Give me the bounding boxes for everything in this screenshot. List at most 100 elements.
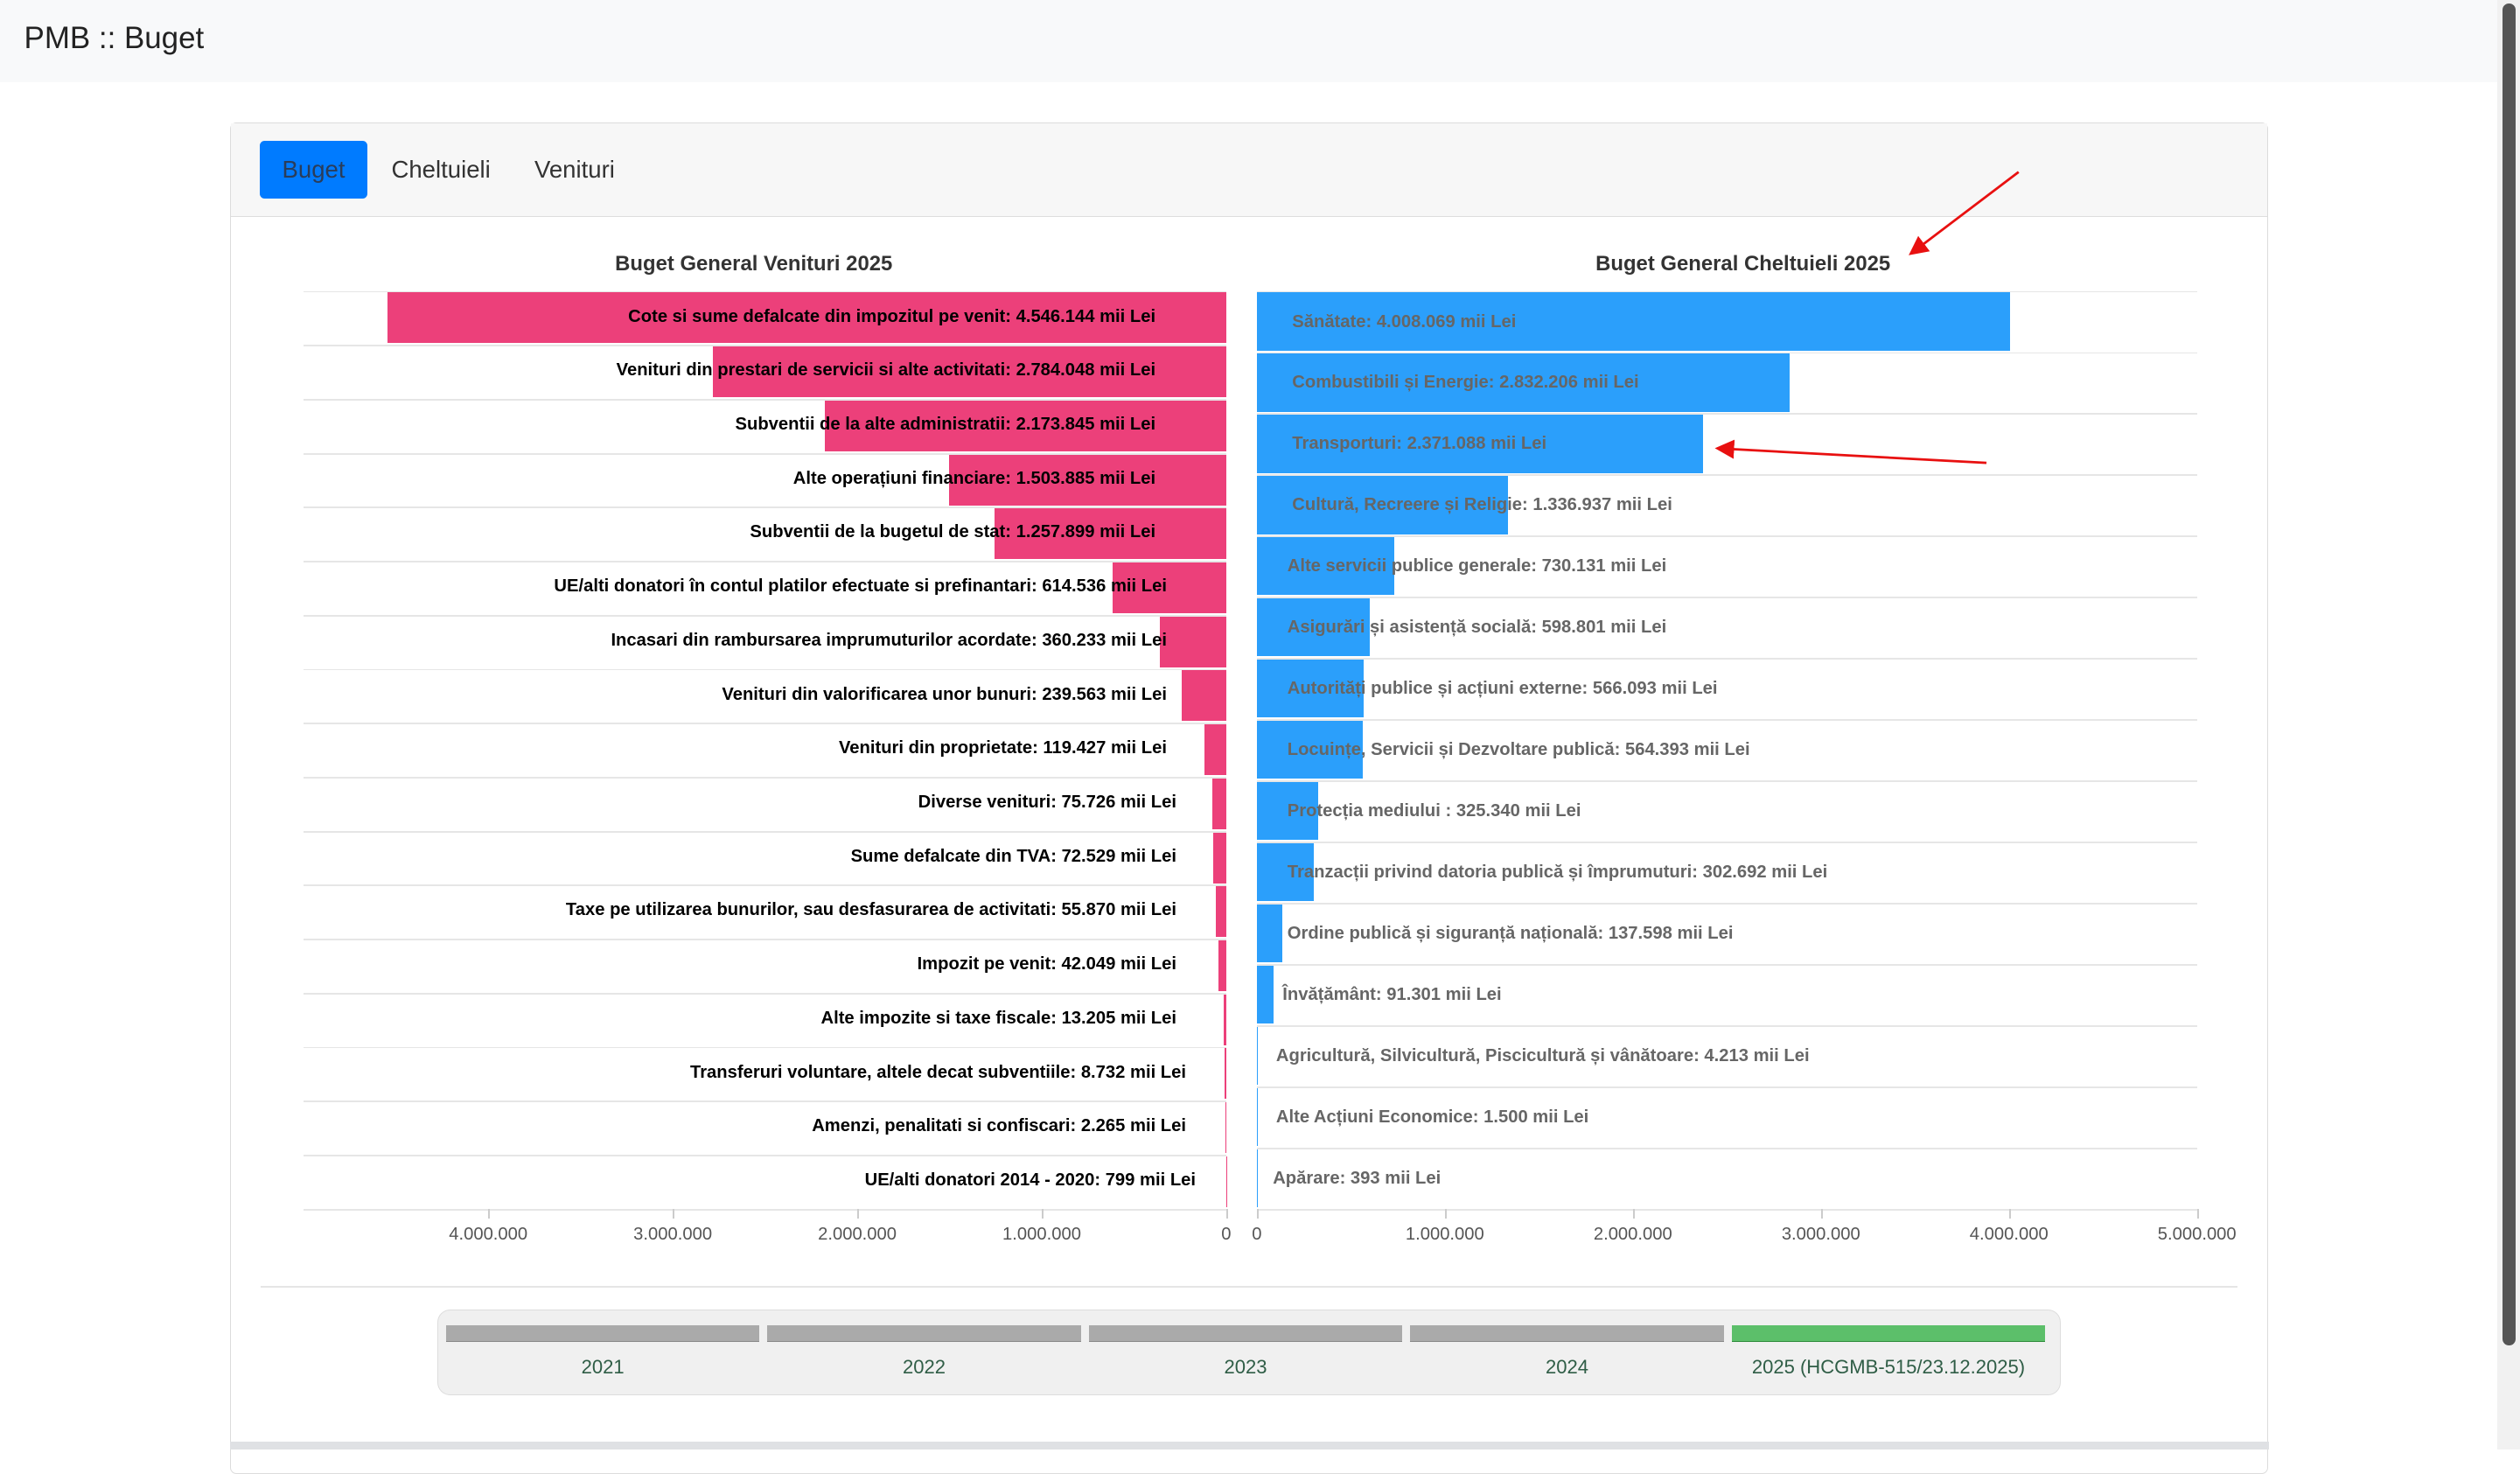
expense-bar-label: Alte servicii publice generale: 730.131 …	[1288, 556, 1666, 576]
gridline	[1257, 535, 2197, 537]
app-title[interactable]: PMB :: Buget	[24, 21, 205, 56]
gridline	[304, 1209, 1226, 1211]
revenue-bar[interactable]	[1204, 724, 1226, 775]
scrollbar-thumb[interactable]	[2503, 3, 2516, 1345]
card-footer	[230, 1442, 2270, 1450]
revenue-bar[interactable]	[1182, 670, 1226, 721]
expense-bar-label: Tranzacții privind datoria publică și îm…	[1288, 863, 1827, 883]
expense-x-tick-label: 2.000.000	[1594, 1225, 1672, 1245]
tab-venituri[interactable]: Venituri	[512, 141, 637, 199]
gridline	[304, 723, 1226, 724]
expense-bar-label: Cultură, Recreere și Religie: 1.336.937 …	[1292, 495, 1672, 515]
gridline	[304, 993, 1226, 995]
expense-bar[interactable]	[1257, 1149, 1258, 1207]
tab-cheltuieli[interactable]: Cheltuieli	[369, 141, 513, 199]
revenue-bar[interactable]	[1216, 886, 1226, 937]
timeline-segment-2022[interactable]	[767, 1325, 1080, 1342]
gridline	[1257, 842, 2197, 843]
x-tick-mark	[1445, 1209, 1447, 1219]
gridline	[304, 884, 1226, 886]
x-tick-mark	[1633, 1209, 1635, 1219]
revenue-x-tick-label: 4.000.000	[449, 1225, 527, 1245]
expense-bar[interactable]	[1257, 1027, 1258, 1085]
expense-x-tick-label: 0	[1252, 1225, 1261, 1245]
revenue-x-tick-label: 3.000.000	[633, 1225, 712, 1245]
revenue-bar-label: Diverse venituri: 75.726 mii Lei	[918, 793, 1176, 813]
revenue-chart-title: Buget General Venituri 2025	[304, 252, 1204, 276]
expense-bar[interactable]	[1257, 1088, 1258, 1146]
x-tick-mark	[488, 1209, 490, 1219]
timeline-label-2025[interactable]: 2025 (HCGMB-515/23.12.2025)	[1732, 1356, 2045, 1379]
gridline	[304, 669, 1226, 671]
revenue-x-tick-label: 0	[1221, 1225, 1231, 1245]
revenue-bar-label: Taxe pe utilizarea bunurilor, sau desfas…	[566, 900, 1176, 920]
revenue-bar-label: Sume defalcate din TVA: 72.529 mii Lei	[851, 847, 1176, 867]
expense-bar-label: Sănătate: 4.008.069 mii Lei	[1292, 312, 1516, 332]
expense-x-tick-label: 5.000.000	[2158, 1225, 2237, 1245]
expense-bar-label: Asigurări și asistență socială: 598.801 …	[1288, 618, 1666, 638]
revenue-bar-label: UE/alti donatori 2014 - 2020: 799 mii Le…	[865, 1170, 1196, 1191]
expense-chart-title: Buget General Cheltuieli 2025	[1257, 252, 2230, 276]
timeline-segment-2024[interactable]	[1410, 1325, 1723, 1342]
x-tick-mark	[2197, 1209, 2199, 1219]
revenue-bar-label: Transferuri voluntare, altele decat subv…	[690, 1063, 1186, 1083]
timeline-label-2023[interactable]: 2023	[1089, 1356, 1402, 1379]
expense-bar[interactable]	[1257, 905, 1283, 962]
gridline	[304, 777, 1226, 779]
expense-bar-label: Agricultură, Silvicultură, Piscicultură …	[1276, 1046, 1810, 1066]
expense-x-tick-label: 4.000.000	[1970, 1225, 2049, 1245]
revenue-bar-label: Alte impozite si taxe fiscale: 13.205 mi…	[820, 1009, 1176, 1029]
scrollbar[interactable]	[2497, 0, 2520, 1450]
divider	[261, 1286, 2237, 1288]
gridline	[1257, 597, 2197, 598]
revenue-bar[interactable]	[1212, 779, 1226, 829]
x-tick-mark	[1257, 1209, 1259, 1219]
revenue-bar-label: Venituri din proprietate: 119.427 mii Le…	[839, 738, 1167, 758]
revenue-bar[interactable]	[1213, 833, 1226, 884]
gridline	[304, 561, 1226, 562]
expense-bar-label: Locuințe, Servicii și Dezvoltare publică…	[1288, 740, 1750, 760]
gridline	[1257, 1086, 2197, 1088]
expense-bar-label: Ordine publică și siguranță națională: 1…	[1288, 924, 1734, 944]
revenue-bar-label: Venituri din prestari de servicii si alt…	[617, 360, 1155, 381]
revenue-bar[interactable]	[1218, 940, 1226, 991]
expense-bar[interactable]	[1257, 966, 1274, 1023]
expense-bar-label: Apărare: 393 mii Lei	[1273, 1169, 1441, 1189]
x-tick-mark	[2009, 1209, 2011, 1219]
revenue-bar[interactable]	[1224, 995, 1226, 1045]
timeline-segment-2021[interactable]	[446, 1325, 759, 1342]
x-tick-mark	[1042, 1209, 1044, 1219]
timeline-label-2024[interactable]: 2024	[1410, 1356, 1723, 1379]
gridline	[304, 1155, 1226, 1156]
revenue-x-tick-label: 2.000.000	[818, 1225, 897, 1245]
gridline	[1257, 658, 2197, 660]
revenue-bar-label: Cote si sume defalcate din impozitul pe …	[628, 307, 1155, 327]
x-tick-mark	[673, 1209, 674, 1219]
revenue-bar-label: Amenzi, penalitati si confiscari: 2.265 …	[812, 1116, 1186, 1136]
revenue-bar-label: Incasari din rambursarea imprumuturilor …	[611, 631, 1167, 651]
expense-bar-label: Transporturi: 2.371.088 mii Lei	[1292, 434, 1546, 454]
gridline	[1257, 780, 2197, 782]
gridline	[1257, 1025, 2197, 1027]
revenue-bar-label: Subventii de la bugetul de stat: 1.257.8…	[750, 522, 1155, 542]
gridline	[304, 1100, 1226, 1102]
timeline-segment-2023[interactable]	[1089, 1325, 1402, 1342]
expense-bar-label: Alte Acțiuni Economice: 1.500 mii Lei	[1276, 1107, 1588, 1128]
expense-bar-label: Autorități publice și acțiuni externe: 5…	[1288, 679, 1718, 699]
x-tick-mark	[857, 1209, 859, 1219]
x-tick-mark	[1226, 1209, 1228, 1219]
expense-bar-label: Învățământ: 91.301 mii Lei	[1282, 985, 1501, 1005]
revenue-bar[interactable]	[1160, 617, 1226, 667]
gridline	[304, 615, 1226, 617]
revenue-bar[interactable]	[1225, 1048, 1226, 1099]
timeline-segment-2025[interactable]	[1732, 1325, 2045, 1342]
tab-buget[interactable]: Buget	[260, 141, 367, 199]
expense-x-tick-label: 1.000.000	[1406, 1225, 1484, 1245]
x-tick-mark	[1821, 1209, 1823, 1219]
timeline-label-2022[interactable]: 2022	[767, 1356, 1080, 1379]
revenue-bar-label: Alte operațiuni financiare: 1.503.885 mi…	[793, 469, 1155, 489]
gridline	[1257, 903, 2197, 905]
revenue-bar-label: Impozit pe venit: 42.049 mii Lei	[918, 954, 1176, 975]
timeline-label-2021[interactable]: 2021	[446, 1356, 759, 1379]
gridline	[1257, 964, 2197, 966]
